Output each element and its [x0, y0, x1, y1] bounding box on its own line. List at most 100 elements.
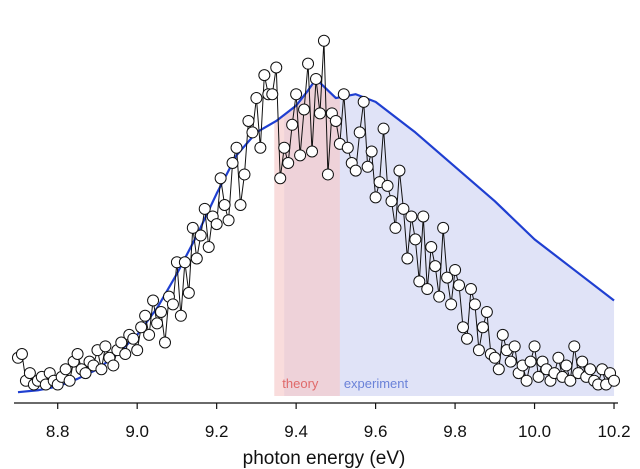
data-point — [369, 191, 382, 204]
data-point — [234, 199, 247, 211]
data-point — [385, 195, 398, 208]
data-point — [429, 260, 442, 273]
data-point — [413, 275, 426, 288]
data-point — [143, 328, 156, 341]
data-point — [377, 122, 390, 135]
data-point — [198, 202, 211, 215]
data-point — [202, 241, 215, 254]
data-point — [568, 340, 581, 353]
data-point — [210, 218, 223, 231]
data-point — [151, 317, 164, 330]
x-tick-label: 8.8 — [46, 422, 70, 441]
data-point — [174, 309, 187, 322]
data-point — [468, 298, 481, 311]
data-point — [222, 214, 235, 227]
data-point — [286, 118, 299, 131]
data-point — [182, 286, 195, 299]
data-point — [480, 305, 493, 318]
data-point — [476, 321, 489, 334]
data-point — [254, 141, 267, 154]
data-point — [461, 332, 473, 345]
data-point — [310, 72, 322, 85]
data-point — [492, 363, 505, 376]
data-point — [528, 340, 541, 353]
experiment-band-label: experiment — [344, 376, 409, 391]
data-point — [445, 298, 458, 311]
data-point — [357, 95, 370, 108]
data-point — [79, 367, 92, 380]
data-point — [393, 164, 406, 177]
data-point — [147, 294, 160, 307]
data-point — [401, 252, 414, 265]
data-point — [266, 88, 279, 101]
data-point — [341, 141, 354, 154]
data-point — [520, 374, 533, 387]
data-point — [349, 164, 362, 177]
data-point — [532, 370, 545, 383]
data-point — [584, 363, 597, 376]
data-point — [576, 355, 589, 368]
theory-band-label: theory — [282, 376, 319, 391]
data-point — [313, 107, 326, 120]
data-point — [552, 351, 565, 364]
data-point — [397, 202, 410, 215]
x-tick-label: 9.4 — [284, 422, 308, 441]
data-point — [321, 168, 334, 181]
theory-band-area — [274, 79, 340, 396]
data-point — [560, 359, 573, 372]
data-point — [190, 252, 203, 265]
experiment-band-area — [284, 80, 615, 396]
data-point — [317, 34, 330, 47]
data-point — [127, 332, 140, 345]
x-tick-label: 10.0 — [518, 422, 551, 441]
data-point — [298, 103, 311, 116]
data-point — [488, 351, 501, 364]
data-point — [365, 145, 378, 158]
data-point — [504, 355, 517, 368]
data-point — [421, 283, 434, 296]
data-point — [178, 256, 191, 269]
data-point — [409, 233, 422, 246]
points-layer — [11, 34, 621, 391]
data-point — [353, 126, 366, 139]
x-tick-label: 9.0 — [125, 422, 149, 441]
data-point — [290, 88, 303, 101]
data-point — [119, 347, 132, 360]
data-point — [15, 347, 28, 360]
data-point — [95, 363, 108, 376]
data-point — [166, 298, 179, 311]
x-tick-label: 9.6 — [364, 422, 388, 441]
data-point — [131, 344, 144, 357]
data-point — [230, 141, 243, 154]
data-point — [472, 344, 485, 357]
data-point — [186, 221, 199, 234]
data-point — [381, 179, 394, 192]
data-point — [437, 221, 450, 234]
data-point — [302, 57, 315, 70]
data-point — [453, 279, 466, 292]
x-axis-title: photon energy (eV) — [243, 448, 406, 469]
data-point — [433, 290, 446, 303]
data-point — [564, 374, 577, 387]
data-point — [278, 141, 291, 154]
data-point — [282, 156, 295, 169]
data-point — [135, 321, 148, 334]
data-point — [270, 61, 283, 74]
data-point — [274, 172, 287, 185]
data-point — [258, 69, 271, 82]
data-point — [226, 156, 239, 169]
data-point — [250, 92, 263, 105]
data-point — [194, 229, 207, 242]
data-point — [425, 241, 438, 254]
data-point — [457, 321, 470, 334]
data-point — [246, 126, 259, 139]
x-tick-label: 9.8 — [443, 422, 467, 441]
data-point — [496, 328, 509, 341]
data-point — [155, 305, 168, 318]
data-point — [59, 363, 72, 376]
data-point — [294, 149, 307, 162]
data-point — [361, 160, 374, 173]
data-point — [337, 88, 350, 101]
data-point — [329, 114, 342, 127]
